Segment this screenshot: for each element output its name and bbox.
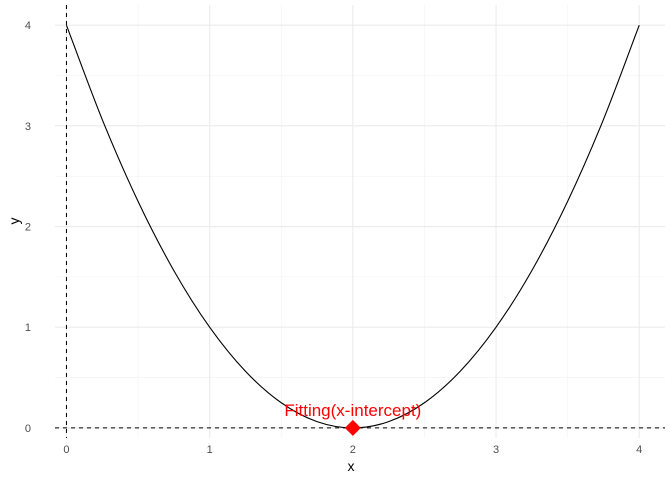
y-tick-labels: 0 1 2 3 4 (25, 20, 31, 435)
x-tick-label: 3 (493, 444, 499, 456)
y-tick-label: 2 (25, 222, 31, 234)
x-tick-label: 4 (636, 444, 642, 456)
highlight-point-marker (344, 419, 361, 436)
y-tick-label: 4 (25, 20, 31, 32)
y-tick-label: 1 (25, 322, 31, 334)
highlight-group: Fitting(x-intercept) (284, 401, 421, 436)
grid-minor (55, 5, 665, 438)
highlight-point-label: Fitting(x-intercept) (284, 401, 421, 420)
y-tick-label: 3 (25, 121, 31, 133)
x-axis-title: x (348, 458, 355, 474)
x-tick-label: 1 (207, 444, 213, 456)
x-tick-labels: 0 1 2 3 4 (63, 444, 642, 456)
y-axis-title: y (6, 218, 22, 225)
x-tick-label: 2 (350, 444, 356, 456)
y-tick-label: 0 (25, 423, 31, 435)
x-tick-label: 0 (63, 444, 69, 456)
